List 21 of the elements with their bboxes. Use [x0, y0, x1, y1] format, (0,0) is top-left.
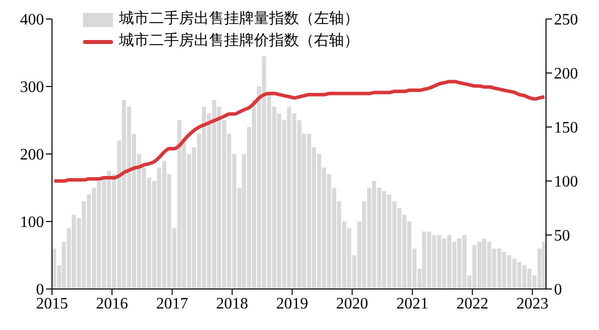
- y-tick-label: 200: [20, 146, 44, 164]
- y-tick-label: 400: [20, 12, 44, 29]
- x-tick-label: 2016: [96, 295, 128, 312]
- legend-label: 城市二手房出售挂牌价指数（右轴）: [119, 33, 359, 49]
- x-tick-label: 2018: [216, 295, 248, 312]
- x-tick-label: 2022: [456, 295, 488, 312]
- x-tick-label: 2020: [336, 295, 368, 312]
- y2-tick-label: 200: [554, 66, 578, 83]
- x-tick-label: 2023: [516, 295, 548, 312]
- y2-tick-label: 100: [554, 174, 578, 191]
- y-tick-label: 300: [20, 79, 44, 96]
- y2-tick-label: 0: [554, 282, 562, 299]
- y2-tick-label: 250: [554, 12, 578, 29]
- line-series: [52, 80, 546, 183]
- y2-tick-label: 150: [554, 120, 578, 137]
- x-tick-label: 2021: [396, 295, 428, 312]
- x-tick-label: 2017: [156, 295, 188, 312]
- y-tick-label: 100: [20, 214, 44, 232]
- y2-tick-label: 50: [554, 228, 570, 245]
- legend-label: 城市二手房出售挂牌量指数（左轴）: [119, 11, 359, 27]
- x-tick-label: 2019: [276, 295, 308, 312]
